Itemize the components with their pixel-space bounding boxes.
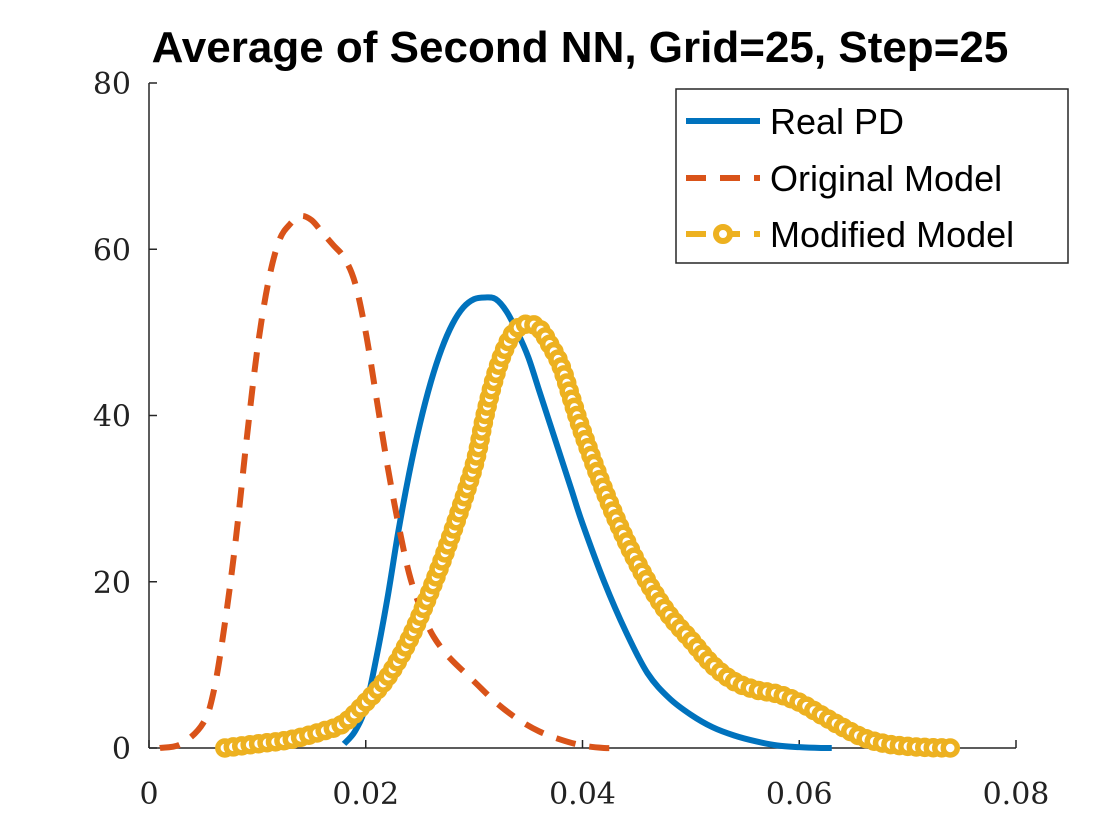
y-tick-label-3: 60: [93, 233, 131, 268]
y-tick-label-0: 0: [112, 732, 131, 767]
x-tick-label-4: 0.08: [983, 777, 1050, 812]
series-line-real-pd: [341, 294, 832, 752]
series-marker-modified-model: [940, 738, 960, 758]
series-line-original-model: [159, 212, 616, 752]
series-layer: [159, 212, 960, 758]
legend-label-original-model: Original Model: [770, 158, 1002, 199]
legend: Real PD Original Model Modified Model: [675, 88, 1069, 264]
legend-label-real-pd: Real PD: [770, 101, 904, 142]
legend-entry-real-pd: Real PD: [686, 101, 904, 142]
x-tick-label-3: 0.06: [766, 777, 833, 812]
chart-title: Average of Second NN, Grid=25, Step=25: [152, 23, 1009, 72]
legend-entry-modified-model: Modified Model: [686, 214, 1014, 255]
ticks: 0 0.02 0.04 0.06 0.08 0 20 40 60 80: [93, 67, 1050, 812]
y-tick-label-2: 40: [93, 400, 131, 435]
x-tick-label-2: 0.04: [549, 777, 616, 812]
legend-label-modified-model: Modified Model: [770, 214, 1014, 255]
x-tick-label-0: 0: [139, 777, 158, 812]
legend-entry-original-model: Original Model: [686, 158, 1002, 199]
y-tick-label-4: 80: [93, 67, 131, 102]
y-tick-label-1: 20: [93, 566, 131, 601]
legend-marker-modified-model: [713, 224, 733, 244]
x-tick-label-1: 0.02: [332, 777, 399, 812]
